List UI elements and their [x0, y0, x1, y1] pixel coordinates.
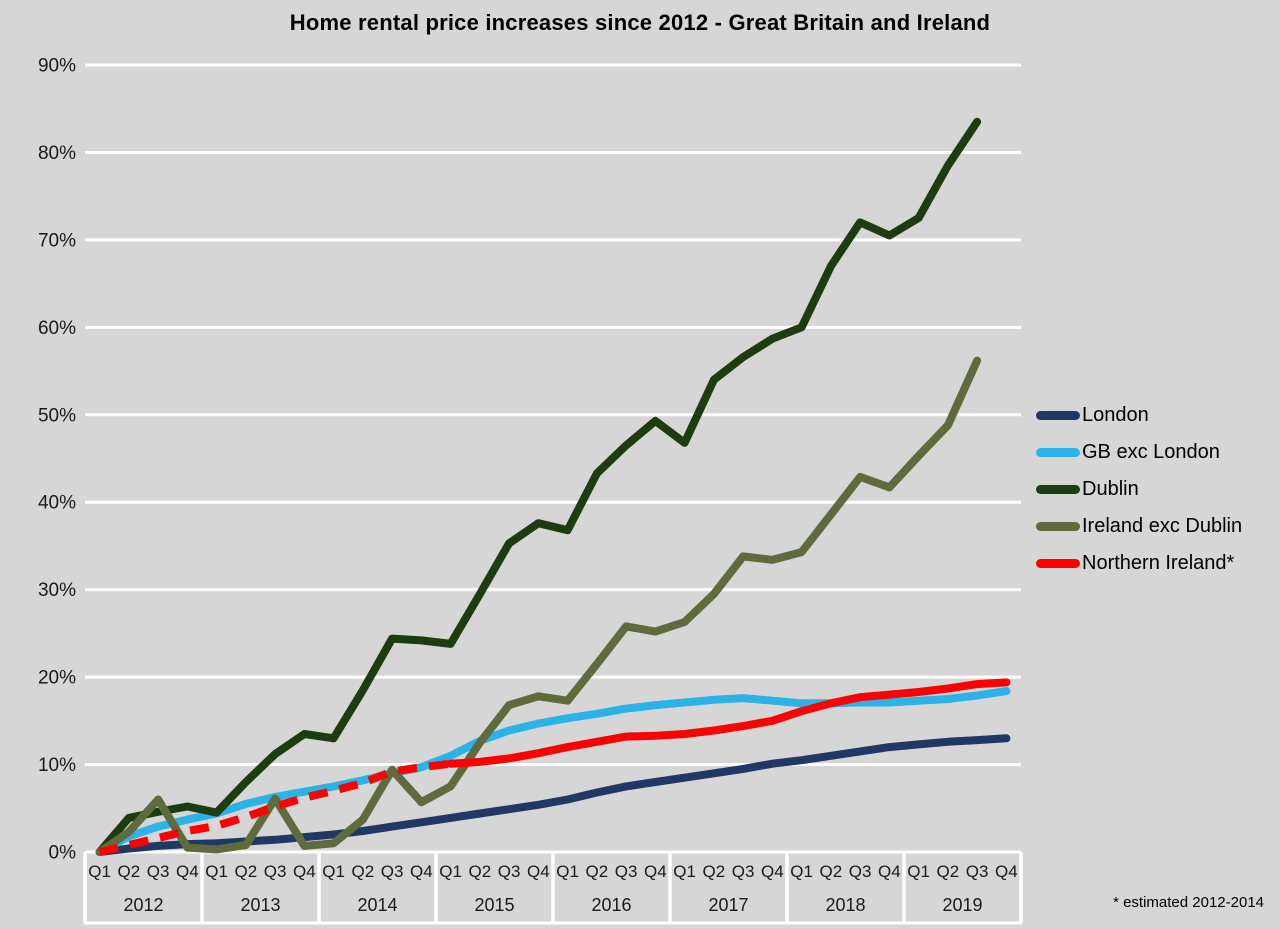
x-axis-quarter-label: Q2 [118, 862, 141, 881]
x-axis-quarter-label: Q2 [820, 862, 843, 881]
x-axis-year-label: 2015 [474, 895, 514, 915]
x-axis-quarter-label: Q2 [703, 862, 726, 881]
x-axis-quarter-label: Q2 [586, 862, 609, 881]
y-axis-tick-label: 80% [38, 143, 76, 164]
x-axis-quarter-label: Q4 [878, 862, 901, 881]
series-line-gb-exc-london [95, 687, 1011, 856]
y-axis-tick-label: 50% [38, 405, 76, 426]
y-axis-tick-label: 60% [38, 318, 76, 339]
x-axis-quarter-label: Q2 [235, 862, 258, 881]
x-axis-quarter-label: Q1 [88, 862, 111, 881]
legend-label: London [1082, 404, 1149, 426]
x-axis-quarter-label: Q2 [352, 862, 375, 881]
x-axis-year-label: 2019 [942, 895, 982, 915]
y-axis-tick-label: 0% [49, 843, 77, 864]
legend-swatch-icon [1036, 522, 1080, 531]
x-axis-quarter-label: Q3 [732, 862, 755, 881]
legend: London GB exc London Dublin Ireland exc Dub… [1036, 397, 1242, 582]
x-axis-year-label: 2013 [240, 895, 280, 915]
x-axis-quarter-label: Q2 [469, 862, 492, 881]
y-axis-tick-label: 70% [38, 230, 76, 251]
x-axis-quarter-label: Q4 [176, 862, 199, 881]
x-axis-quarter-label: Q4 [995, 862, 1018, 881]
x-axis-quarter-label: Q1 [790, 862, 813, 881]
x-axis-quarter-label: Q4 [527, 862, 550, 881]
y-axis-tick-label: 10% [38, 755, 76, 776]
x-axis-quarter-label: Q3 [498, 862, 521, 881]
legend-item: Northern Ireland* [1036, 545, 1242, 582]
x-axis-quarter-label: Q1 [673, 862, 696, 881]
legend-label: GB exc London [1082, 441, 1220, 463]
y-axis-tick-label: 90% [38, 56, 76, 77]
x-axis-year-label: 2014 [357, 895, 397, 915]
x-axis-quarter-label: Q4 [644, 862, 667, 881]
x-axis-quarter-label: Q4 [761, 862, 784, 881]
series-line-northern-ireland [446, 678, 1011, 768]
series-line-ireland-exc-dublin [95, 356, 982, 856]
chart-title: Home rental price increases since 2012 -… [289, 10, 991, 35]
x-axis-quarter-label: Q1 [439, 862, 462, 881]
x-axis-quarter-label: Q3 [147, 862, 170, 881]
legend-swatch-icon [1036, 448, 1080, 457]
x-axis-year-label: 2016 [591, 895, 631, 915]
x-axis-quarter-label: Q3 [381, 862, 404, 881]
x-axis-quarter-label: Q1 [322, 862, 345, 881]
x-axis-quarter-label: Q3 [264, 862, 287, 881]
legend-swatch-icon [1036, 411, 1080, 420]
x-axis-quarter-label: Q1 [556, 862, 579, 881]
x-axis-year-label: 2018 [825, 895, 865, 915]
x-axis-quarter-label: Q3 [966, 862, 989, 881]
y-axis-tick-label: 20% [38, 668, 76, 689]
x-axis-quarter-label: Q4 [410, 862, 433, 881]
footnote: * estimated 2012-2014 [1113, 894, 1264, 911]
legend-item: GB exc London [1036, 434, 1242, 471]
x-axis-year-label: 2017 [708, 895, 748, 915]
legend-label: Ireland exc Dublin [1082, 515, 1243, 537]
x-axis-year-label: 2012 [123, 895, 163, 915]
legend-item: London [1036, 397, 1242, 434]
legend-item: Ireland exc Dublin [1036, 508, 1242, 545]
x-axis-quarter-label: Q2 [937, 862, 960, 881]
y-axis-tick-label: 30% [38, 580, 76, 601]
x-axis-quarter-label: Q4 [293, 862, 316, 881]
x-axis-quarter-label: Q1 [205, 862, 228, 881]
legend-swatch-icon [1036, 485, 1080, 494]
series-line-dublin [95, 117, 982, 856]
legend-label: Dublin [1082, 478, 1139, 500]
x-axis-quarter-label: Q3 [615, 862, 638, 881]
legend-item: Dublin [1036, 471, 1242, 508]
legend-label: Northern Ireland* [1082, 552, 1235, 574]
x-axis-quarter-label: Q3 [849, 862, 872, 881]
y-axis-tick-label: 40% [38, 493, 76, 514]
legend-swatch-icon [1036, 559, 1080, 568]
x-axis-quarter-label: Q1 [907, 862, 930, 881]
